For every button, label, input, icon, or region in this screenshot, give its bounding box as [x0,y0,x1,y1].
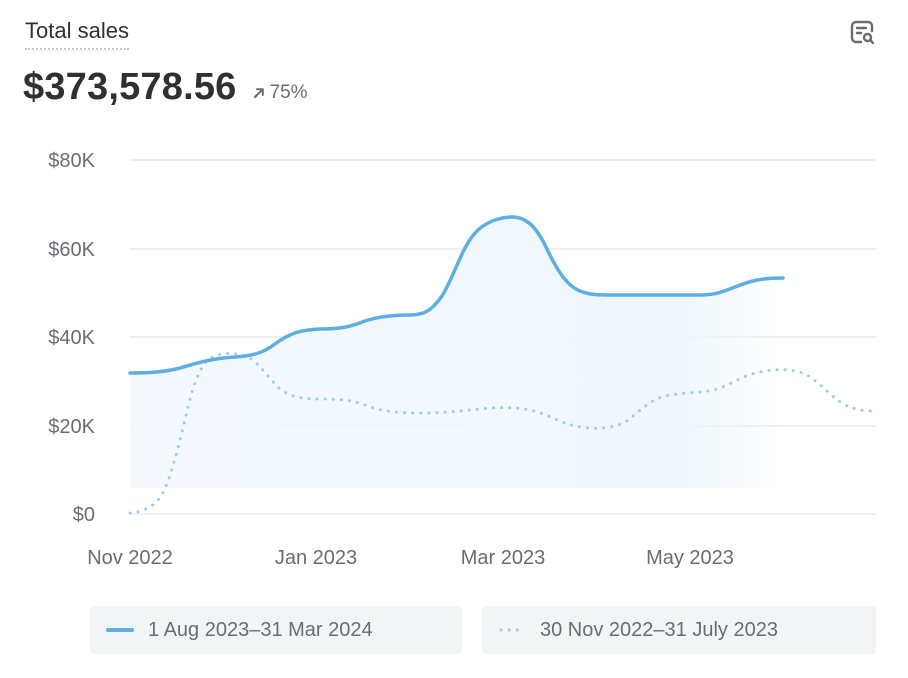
total-value: $373,578.56 [23,66,237,108]
metric-value-row: $373,578.56 75% [23,66,308,109]
arrow-up-right-icon [253,88,264,98]
primary-series-line [128,215,785,375]
delta-badge: 75% [253,82,308,104]
x-tick: Nov 2022 [87,547,173,569]
delta-value: 75% [269,82,308,103]
primary-area-fill [130,217,783,488]
x-axis: Nov 2022 Jan 2023 Mar 2023 May 2023 [87,547,734,569]
x-tick: Mar 2023 [461,547,546,569]
y-tick: $80K [48,150,95,172]
legend-item-current-period[interactable]: 1 Aug 2023–31 Mar 2024 [90,606,462,654]
y-tick: $40K [48,327,95,349]
solid-line-swatch-icon [106,628,134,632]
sales-line-chart: $80K $60K $40K $20K $0 Nov 2022 Jan 2023… [48,150,878,569]
dotted-line-swatch-icon [499,628,526,632]
metric-title[interactable]: Total sales [25,18,129,50]
legend-label: 1 Aug 2023–31 Mar 2024 [148,618,373,641]
y-axis: $80K $60K $40K $20K $0 [48,150,95,526]
comparison-series-line [128,351,878,515]
y-tick: $0 [73,504,95,526]
legend-label: 30 Nov 2022–31 July 2023 [540,618,778,641]
legend-item-comparison-period[interactable]: 30 Nov 2022–31 July 2023 [482,606,876,654]
chart-search-icon [850,20,875,45]
x-tick: Jan 2023 [275,547,357,569]
x-tick: May 2023 [646,547,734,569]
y-tick: $20K [48,416,95,438]
explore-chart-button[interactable] [846,16,880,50]
y-tick: $60K [48,239,95,261]
